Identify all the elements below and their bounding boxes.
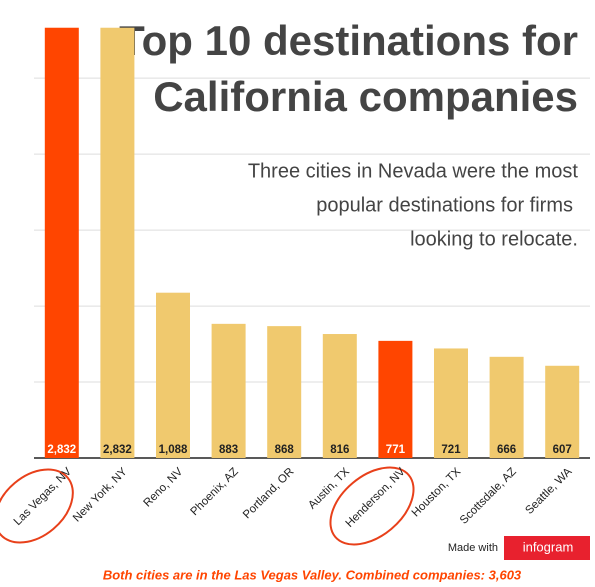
bar — [100, 27, 135, 458]
x-tick-label: Seattle, WA — [523, 466, 574, 517]
x-tick-label: Phoenix, AZ — [189, 466, 241, 518]
data-label: 2,832 — [47, 444, 76, 456]
highlight-ring — [0, 468, 74, 544]
x-tick-label: New York, NY — [71, 466, 130, 525]
subtitle: popular destinations for firms — [316, 194, 573, 216]
bar — [156, 292, 190, 458]
bar — [322, 334, 357, 458]
data-label: 883 — [219, 444, 238, 456]
bar — [378, 340, 413, 458]
credit: Made with — [448, 542, 498, 554]
chart-title: California companies — [153, 73, 578, 120]
bar — [489, 356, 524, 458]
highlight-ring — [329, 466, 415, 546]
data-label: 868 — [275, 444, 295, 456]
data-label: 1,088 — [159, 444, 188, 456]
subtitle: looking to relocate. — [410, 228, 578, 250]
bar — [545, 365, 580, 458]
subtitle: Three cities in Nevada were the most — [248, 160, 579, 182]
x-tick-label: Reno, NV — [142, 466, 186, 510]
chart-title: Top 10 destinations for — [119, 17, 578, 64]
brand: infogram — [523, 539, 574, 554]
bar — [434, 348, 468, 458]
x-tick-label: Portland, OR — [241, 466, 296, 521]
bar — [44, 27, 79, 458]
data-label: 2,832 — [103, 444, 132, 456]
data-label: 607 — [553, 444, 572, 456]
data-label: 721 — [441, 444, 461, 456]
x-tick-label: Henderson, NV — [344, 466, 408, 530]
bar — [267, 326, 302, 458]
data-label: 816 — [330, 444, 349, 456]
x-tick-label: Scottsdale, AZ — [458, 466, 519, 527]
bar — [211, 323, 246, 458]
brand-badge — [504, 536, 590, 560]
data-label: 666 — [497, 444, 516, 456]
data-label: 771 — [386, 444, 406, 456]
x-tick-label: Houston, TX — [410, 466, 464, 520]
footnote: Both cities are in the Las Vegas Valley.… — [103, 567, 522, 582]
x-tick-label: Las Vegas, NV — [12, 466, 75, 529]
